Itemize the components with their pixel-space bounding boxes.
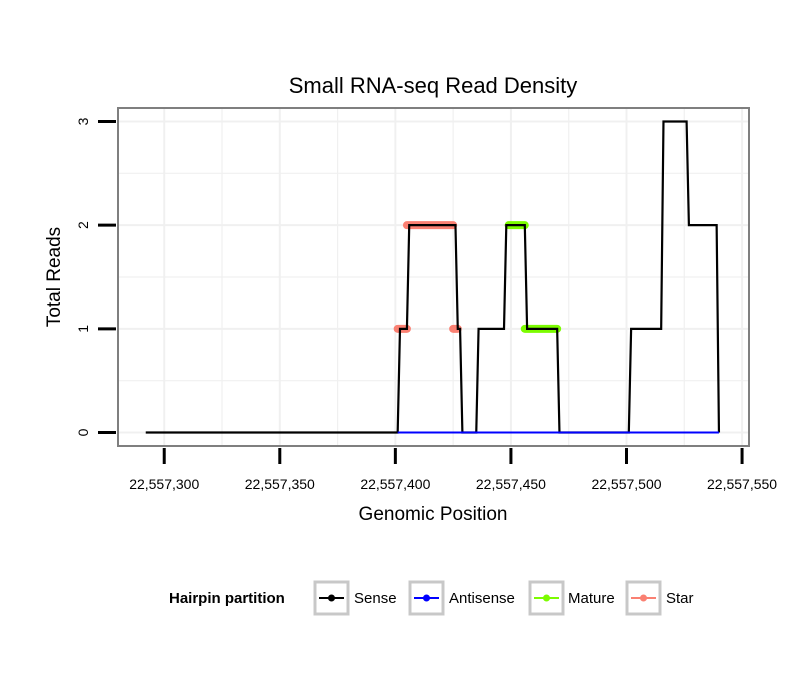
legend-label-mature: Mature: [568, 590, 615, 607]
chart-title: Small RNA-seq Read Density: [289, 73, 578, 98]
x-tick-label: 22,557,550: [707, 476, 777, 492]
y-tick-label: 3: [75, 117, 91, 125]
legend-label-sense: Sense: [354, 590, 397, 607]
panel-border: [117, 107, 750, 447]
legend-key-point: [543, 594, 550, 602]
x-tick-label: 22,557,300: [129, 476, 199, 492]
y-tick-label: 2: [75, 221, 91, 229]
legend-label-star: Star: [666, 590, 694, 607]
data-layer: [145, 120, 721, 434]
x-tick-label: 22,557,500: [591, 476, 661, 492]
legend-title: Hairpin partition: [169, 590, 285, 607]
x-tick-label: 22,557,350: [245, 476, 315, 492]
x-tick-label: 22,557,450: [476, 476, 546, 492]
legend-key-point: [328, 594, 335, 602]
legend-label-antisense: Antisense: [449, 590, 515, 607]
y-axis-title: Total Reads: [44, 227, 65, 327]
gridlines: [118, 108, 749, 446]
sense-series-line: [145, 120, 721, 434]
y-tick-label: 1: [75, 325, 91, 333]
legend-key-point: [423, 594, 430, 602]
y-tick-label: 0: [75, 428, 91, 436]
legend: Hairpin partition Sense Antisense Mature St…: [169, 580, 694, 616]
legend-key-point: [640, 594, 647, 602]
axes: 22,557,300 22,557,350 22,557,400 22,557,450…: [75, 117, 777, 492]
x-tick-label: 22,557,400: [360, 476, 430, 492]
x-axis-title: Genomic Position: [359, 504, 508, 525]
